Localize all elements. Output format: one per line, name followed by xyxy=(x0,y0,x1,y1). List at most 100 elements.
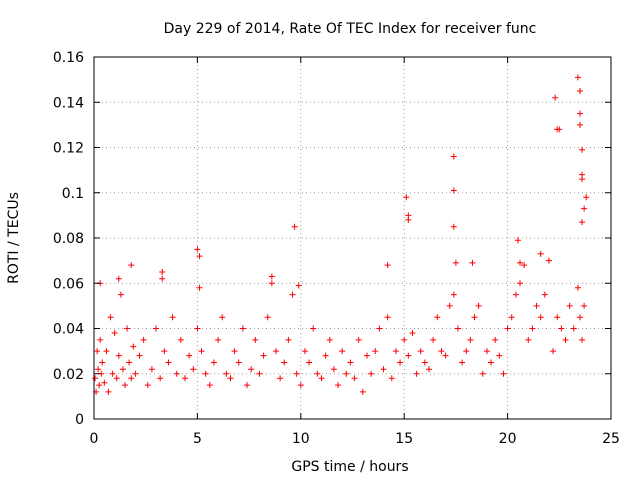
data-point xyxy=(198,348,205,355)
data-point xyxy=(107,314,114,321)
data-point xyxy=(452,259,459,266)
data-point xyxy=(264,314,271,321)
data-point xyxy=(310,325,317,332)
data-point xyxy=(322,352,329,359)
data-point xyxy=(570,325,577,332)
data-point xyxy=(574,74,581,81)
data-point xyxy=(101,379,108,386)
data-point xyxy=(148,366,155,373)
data-point xyxy=(446,302,453,309)
data-point xyxy=(463,348,470,355)
data-point xyxy=(347,359,354,366)
data-point xyxy=(351,375,358,382)
plot-frame xyxy=(93,56,612,420)
data-point xyxy=(581,302,588,309)
data-point xyxy=(413,370,420,377)
data-point xyxy=(417,348,424,355)
data-point xyxy=(471,314,478,321)
data-point xyxy=(583,194,590,201)
data-point xyxy=(297,382,304,389)
data-point xyxy=(392,348,399,355)
data-point xyxy=(268,273,275,280)
data-point xyxy=(508,314,515,321)
data-point xyxy=(467,336,474,343)
data-point xyxy=(103,348,110,355)
data-point xyxy=(403,194,410,201)
data-point xyxy=(223,370,230,377)
data-point xyxy=(454,325,461,332)
data-point xyxy=(343,370,350,377)
data-point xyxy=(210,359,217,366)
y-tick-label: 0.04 xyxy=(53,322,84,338)
data-point xyxy=(122,382,129,389)
data-point xyxy=(339,348,346,355)
data-points xyxy=(92,74,590,395)
data-point xyxy=(186,352,193,359)
data-point xyxy=(579,336,586,343)
data-point xyxy=(99,359,106,366)
data-point xyxy=(426,366,433,373)
data-point xyxy=(157,375,164,382)
data-point xyxy=(109,370,116,377)
data-point xyxy=(496,352,503,359)
data-point xyxy=(326,336,333,343)
data-point xyxy=(450,153,457,160)
data-point xyxy=(190,366,197,373)
data-point xyxy=(165,359,172,366)
data-point xyxy=(169,314,176,321)
data-point xyxy=(517,280,524,287)
data-point xyxy=(537,250,544,257)
data-point xyxy=(504,325,511,332)
data-point xyxy=(117,291,124,298)
data-point xyxy=(372,348,379,355)
data-point xyxy=(368,370,375,377)
data-point xyxy=(128,262,135,269)
x-tick-label: 0 xyxy=(90,431,99,447)
y-tick-label: 0.12 xyxy=(53,141,84,157)
data-point xyxy=(512,291,519,298)
x-tick-label: 20 xyxy=(499,431,517,447)
data-point xyxy=(483,348,490,355)
data-point xyxy=(514,237,521,244)
data-point xyxy=(113,375,120,382)
data-point xyxy=(479,370,486,377)
data-point xyxy=(244,382,251,389)
data-point xyxy=(576,87,583,94)
data-point xyxy=(384,314,391,321)
data-point xyxy=(314,370,321,377)
data-point xyxy=(576,110,583,117)
data-point xyxy=(105,388,112,395)
data-point xyxy=(442,352,449,359)
data-point xyxy=(562,336,569,343)
data-point xyxy=(115,275,122,282)
data-point xyxy=(306,359,313,366)
data-point xyxy=(541,291,548,298)
data-point xyxy=(550,348,557,355)
data-point xyxy=(177,336,184,343)
data-point xyxy=(239,325,246,332)
data-point xyxy=(581,205,588,212)
data-point xyxy=(248,366,255,373)
data-point xyxy=(161,348,168,355)
data-point xyxy=(330,366,337,373)
data-point xyxy=(173,370,180,377)
data-point xyxy=(335,382,342,389)
data-point xyxy=(293,370,300,377)
data-point xyxy=(459,359,466,366)
data-point xyxy=(475,302,482,309)
data-point xyxy=(252,336,259,343)
data-point xyxy=(409,330,416,337)
data-point xyxy=(227,375,234,382)
data-point xyxy=(96,382,103,389)
data-point xyxy=(566,302,573,309)
y-tick-label: 0.16 xyxy=(53,50,84,66)
data-point xyxy=(434,314,441,321)
data-point xyxy=(517,259,524,266)
data-point xyxy=(97,336,104,343)
data-point xyxy=(525,336,532,343)
data-point xyxy=(268,280,275,287)
data-point xyxy=(124,325,131,332)
data-point xyxy=(140,336,147,343)
data-point xyxy=(533,302,540,309)
